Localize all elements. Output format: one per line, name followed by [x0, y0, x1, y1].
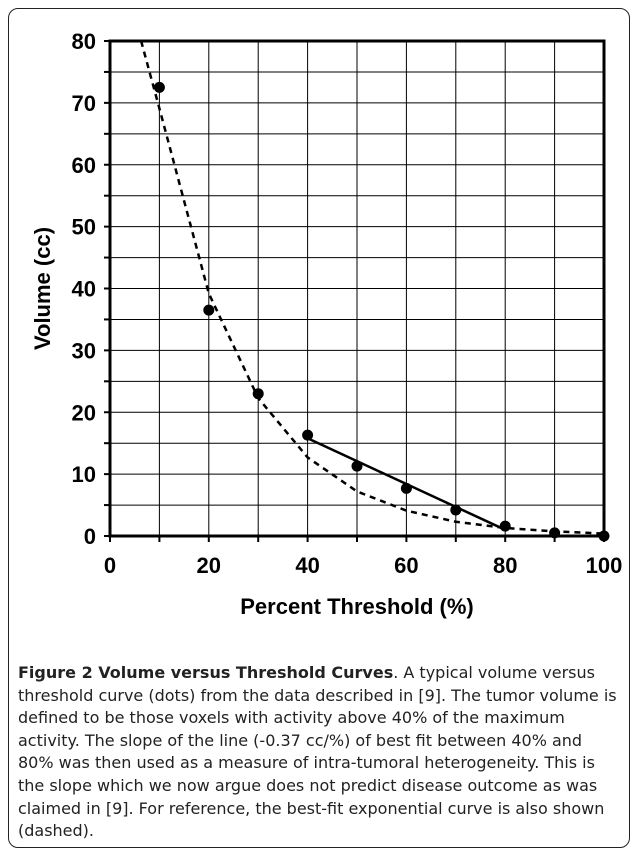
- data-point: [252, 388, 264, 400]
- dashed-fit-curve: [139, 40, 605, 535]
- x-tick-label: 40: [295, 553, 319, 578]
- x-tick-label: 20: [197, 553, 221, 578]
- volume-threshold-chart: 0 20 40 60 80 100 0 10 20 30 40 50 60 70 80 Percent T…: [30, 29, 622, 619]
- x-tick-labels: 0 20 40 60 80 100: [104, 553, 622, 578]
- x-tick-label: 100: [586, 553, 623, 578]
- y-tick-label: 60: [72, 153, 96, 178]
- y-tick-label: 20: [72, 400, 96, 425]
- y-axis-label: Volume (cc): [30, 227, 55, 350]
- x-tick-label: 0: [104, 553, 116, 578]
- axis-ticks: [104, 40, 605, 542]
- y-tick-label: 70: [72, 91, 96, 116]
- y-tick-labels: 0 10 20 30 40 50 60 70 80: [72, 29, 96, 549]
- figure-frame: [8, 8, 630, 848]
- grid: [110, 41, 604, 536]
- data-point: [351, 460, 363, 472]
- y-tick-label: 80: [72, 29, 96, 54]
- y-tick-label: 30: [72, 338, 96, 363]
- y-tick-label: 50: [72, 215, 96, 240]
- y-tick-label: 10: [72, 462, 96, 487]
- dashed-series: [139, 40, 605, 535]
- data-point: [499, 520, 511, 532]
- x-tick-label: 60: [394, 553, 418, 578]
- data-point: [302, 429, 314, 441]
- dots-series: [153, 81, 610, 542]
- caption-label: Figure 2 Volume versus Threshold Curves: [18, 663, 394, 682]
- y-tick-label: 40: [72, 277, 96, 302]
- caption-text: . A typical volume versus threshold curv…: [18, 663, 617, 841]
- x-axis-label: Percent Threshold (%): [240, 594, 473, 619]
- data-point: [153, 81, 165, 93]
- data-point: [400, 482, 412, 494]
- x-tick-label: 80: [493, 553, 517, 578]
- y-tick-label: 0: [84, 524, 96, 549]
- figure-caption: Figure 2 Volume versus Threshold Curves.…: [18, 662, 618, 843]
- data-point: [203, 304, 215, 316]
- data-point: [450, 504, 462, 516]
